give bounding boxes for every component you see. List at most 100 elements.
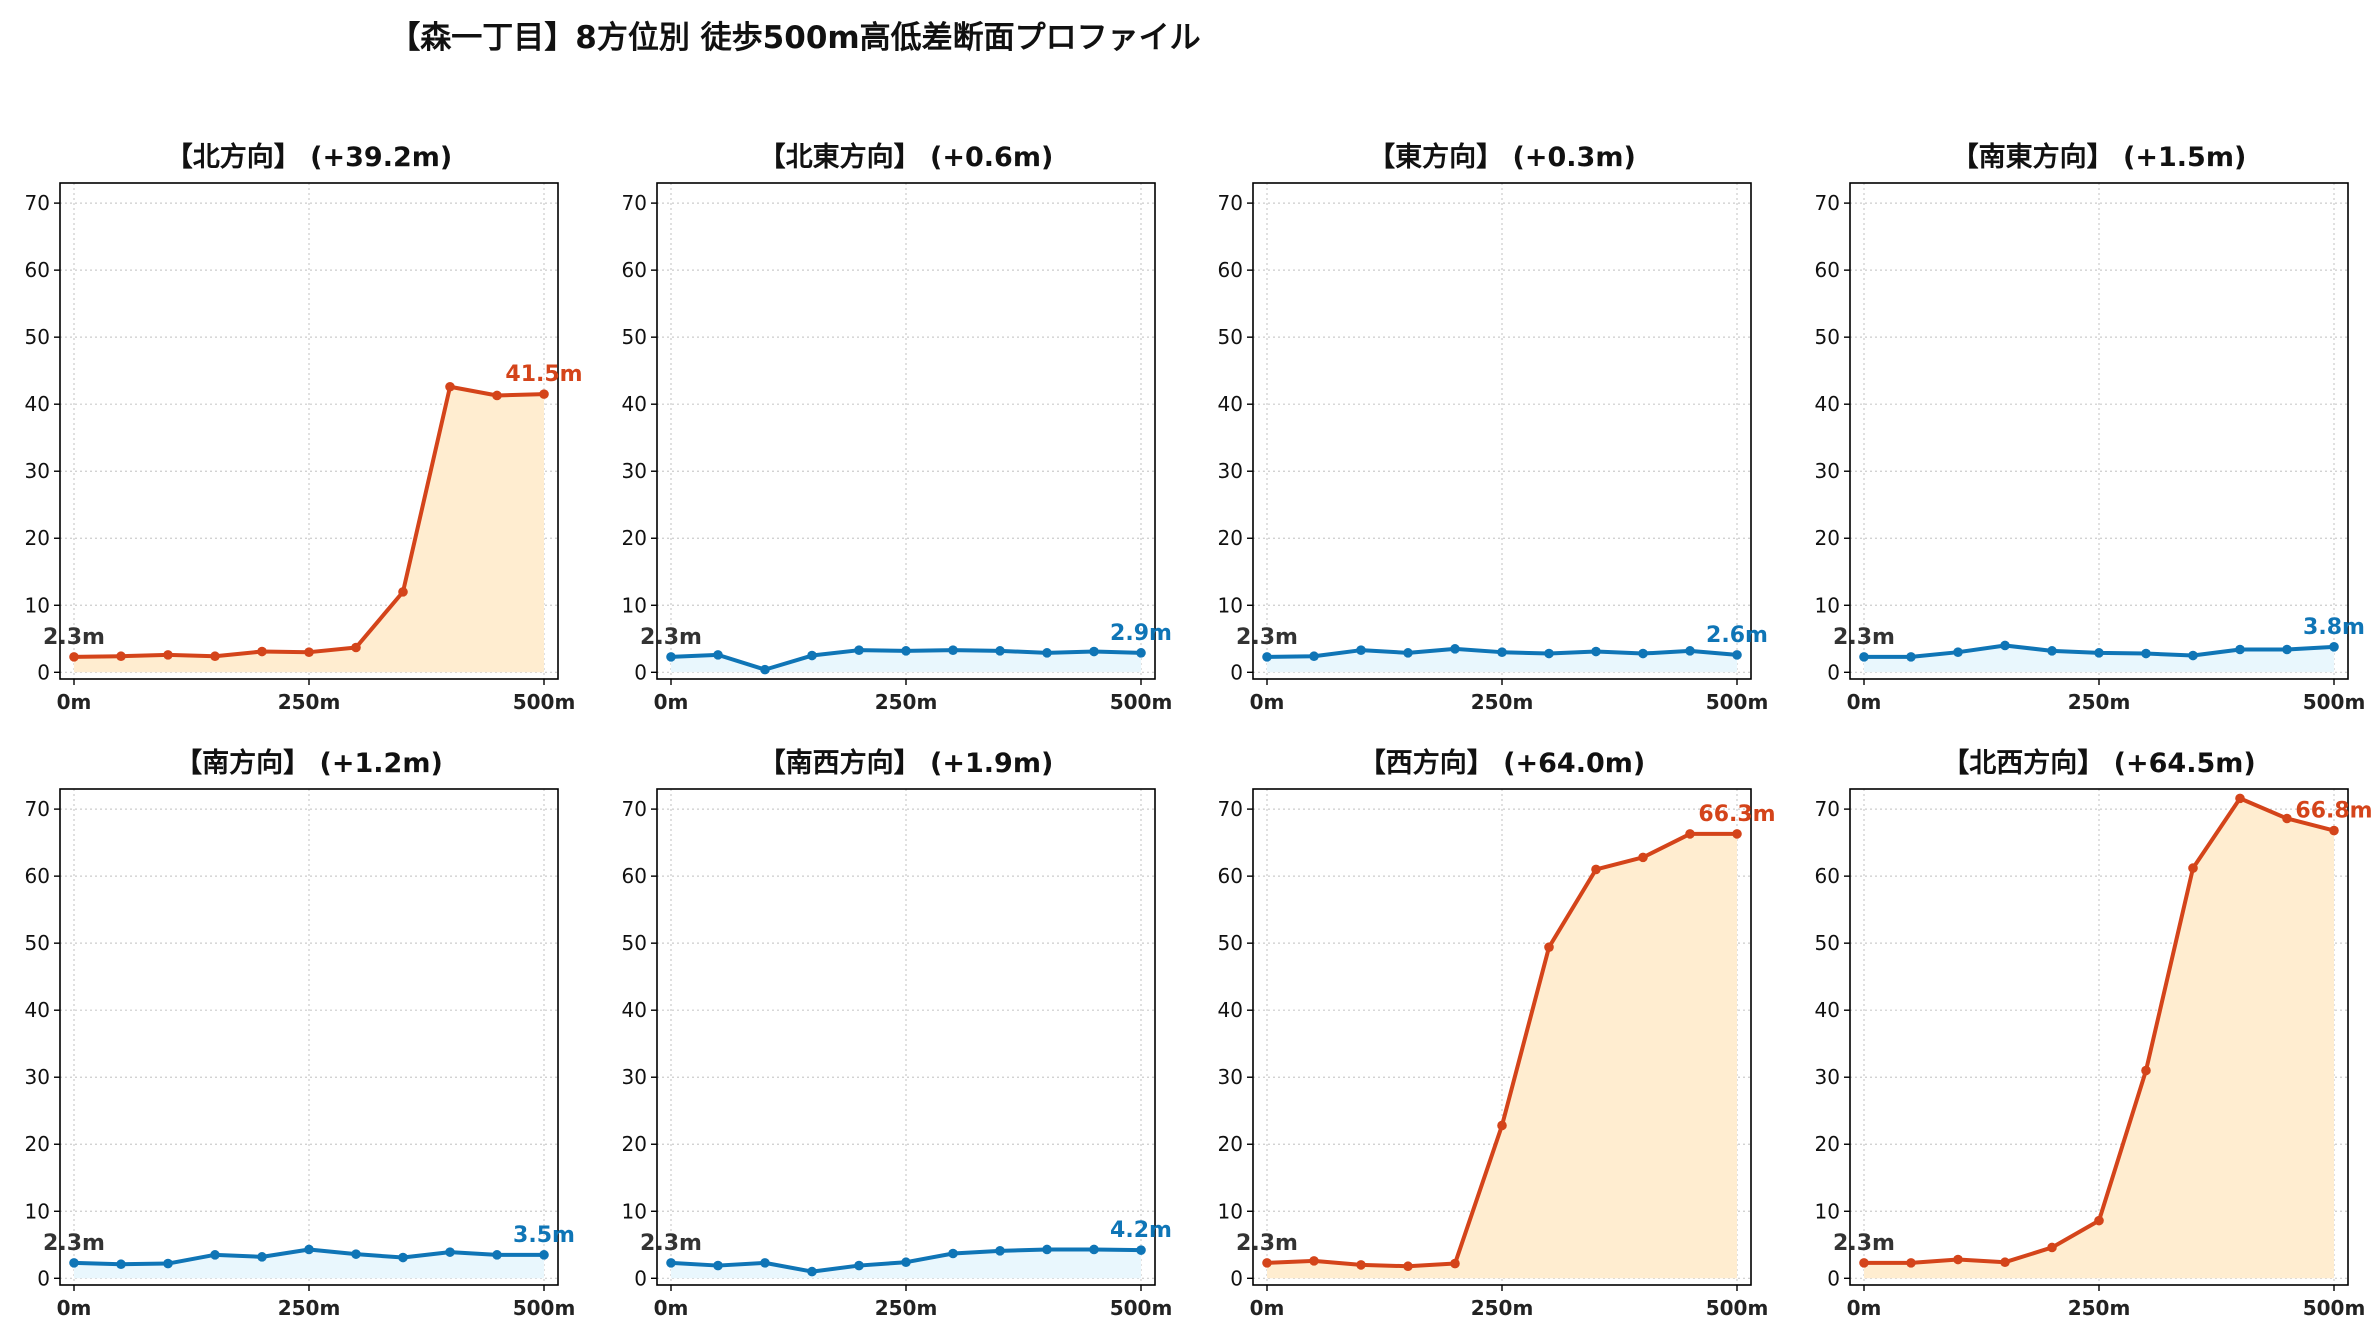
y-tick-label: 30 [622,459,647,483]
panel-title: 【南東方向】 (+1.5m) [1952,141,2247,173]
data-point [492,1250,502,1260]
data-point [2282,644,2292,655]
data-point [1591,646,1601,657]
y-tick-label: 70 [1218,191,1243,215]
x-tick-label: 250m [1471,1296,1534,1320]
data-point [116,651,126,662]
x-tick-label: 250m [2068,690,2131,714]
x-tick-label: 250m [1471,690,1534,714]
start-elevation-label: 2.3m [640,1231,702,1256]
data-point [2141,648,2151,659]
data-point [1732,829,1742,839]
data-point [1638,648,1648,659]
data-point [1497,1120,1507,1131]
y-tick-label: 30 [1218,1065,1243,1089]
data-point [1450,1258,1460,1269]
end-elevation-label: 41.5m [505,362,582,387]
y-tick-label: 10 [622,593,647,617]
end-elevation-label: 2.6m [1706,623,1768,648]
end-elevation-label: 4.2m [1110,1218,1172,1243]
data-point [163,650,173,660]
y-tick-label: 10 [622,1199,647,1223]
data-point [398,1252,408,1263]
y-tick-label: 20 [622,1132,647,1156]
y-tick-label: 0 [37,660,50,684]
data-point [210,1250,220,1260]
data-point [2047,646,2057,656]
x-tick-label: 0m [1847,1296,1882,1320]
figure-title: 【森一丁目】8方位別 徒歩500m高低差断面プロファイル [389,20,1201,56]
panel-title: 【西方向】 (+64.0m) [1359,747,1645,779]
data-point [807,650,817,661]
y-tick-label: 0 [634,1266,647,1290]
data-point [666,652,676,662]
data-point [1450,644,1460,654]
x-tick-label: 500m [513,690,576,714]
data-point [2235,644,2245,655]
x-tick-label: 0m [654,1296,689,1320]
data-point [2094,648,2104,658]
end-elevation-label: 66.8m [2295,799,2372,824]
x-tick-label: 0m [1250,1296,1285,1320]
elevation-area [1267,833,1737,1279]
data-point [1089,1244,1099,1255]
end-elevation-label: 3.5m [513,1223,575,1248]
data-point [1685,646,1695,656]
panel-title: 【北西方向】 (+64.5m) [1942,747,2255,779]
y-tick-label: 30 [25,459,50,483]
x-tick-label: 0m [1847,690,1882,714]
data-point [1262,1258,1272,1268]
data-point [2000,1257,2010,1268]
data-point [1136,1245,1146,1255]
y-tick-label: 70 [622,797,647,821]
y-tick-label: 70 [1815,191,1840,215]
start-elevation-label: 2.3m [1236,625,1298,650]
data-point [445,381,455,392]
end-elevation-label: 66.3m [1698,802,1775,827]
data-point [713,1260,723,1271]
y-tick-label: 10 [25,593,50,617]
data-point [1309,1256,1319,1266]
data-point [1906,1258,1916,1268]
y-tick-label: 50 [1815,325,1840,349]
data-point [1544,942,1554,952]
data-point [1859,1258,1869,1268]
data-point [2141,1065,2151,1076]
y-tick-label: 40 [1815,998,1840,1022]
data-point [1262,652,1272,662]
y-tick-label: 40 [25,392,50,416]
y-tick-label: 70 [25,191,50,215]
data-point [69,1258,79,1268]
start-elevation-label: 2.3m [1833,625,1895,650]
panel-title: 【北東方向】 (+0.6m) [759,141,1054,173]
data-point [1497,647,1507,657]
x-tick-label: 500m [1706,690,1769,714]
y-tick-label: 60 [622,258,647,282]
y-tick-label: 60 [25,864,50,888]
data-point [2188,650,2198,661]
data-point [445,1247,455,1257]
x-tick-label: 0m [57,690,92,714]
data-point [257,1252,267,1262]
data-point [901,646,911,656]
panel-title: 【南西方向】 (+1.9m) [759,747,1054,779]
x-tick-label: 500m [2303,1296,2366,1320]
data-point [995,1246,1005,1256]
y-tick-label: 40 [1218,998,1243,1022]
y-tick-label: 40 [25,998,50,1022]
data-point [2329,642,2339,652]
x-tick-label: 250m [278,1296,341,1320]
y-tick-label: 0 [1827,1266,1840,1290]
y-tick-label: 50 [622,931,647,955]
data-point [807,1266,817,1277]
elevation-area [1864,798,2334,1279]
y-tick-label: 30 [1815,459,1840,483]
y-tick-label: 10 [1218,593,1243,617]
data-point [854,1260,864,1271]
y-tick-label: 60 [1218,864,1243,888]
data-point [1403,648,1413,658]
y-tick-label: 20 [1218,526,1243,550]
data-point [1356,1260,1366,1270]
elevation-area [1267,648,1737,673]
data-point [1638,852,1648,863]
